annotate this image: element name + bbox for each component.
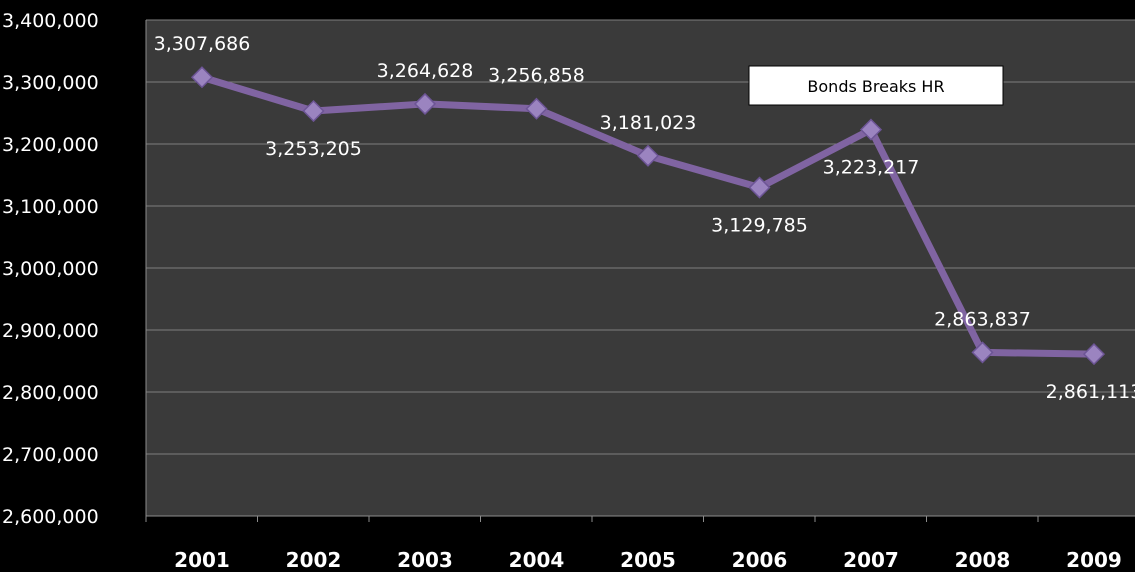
data-label: 3,181,023	[600, 112, 697, 134]
data-label: 3,256,858	[488, 65, 585, 87]
x-tick-label: 2008	[955, 548, 1011, 572]
data-label: 2,861,113	[1046, 381, 1135, 403]
x-tick-label: 2004	[509, 548, 565, 572]
data-point-marker	[302, 99, 325, 123]
data-point-marker	[413, 92, 437, 115]
y-tick-label: 2,900,000	[2, 320, 99, 342]
x-tick-label: 2001	[174, 548, 230, 572]
data-point-marker	[859, 118, 883, 141]
x-tick-label: 2002	[286, 548, 342, 572]
y-tick-label: 3,400,000	[2, 10, 99, 32]
data-label: 3,129,785	[711, 215, 808, 237]
y-tick-label: 2,700,000	[2, 444, 99, 466]
y-tick-label: 3,100,000	[2, 196, 99, 218]
data-label: 2,863,837	[934, 308, 1031, 330]
data-point-marker	[525, 97, 548, 120]
annotation-box	[748, 65, 1004, 106]
data-label: 3,253,205	[265, 138, 362, 160]
y-tick-label: 3,300,000	[2, 72, 99, 94]
data-label: 3,307,686	[154, 33, 251, 55]
y-tick-label: 3,200,000	[2, 134, 99, 156]
y-tick-label: 2,600,000	[2, 506, 99, 528]
x-tick-label: 2007	[843, 548, 899, 572]
x-tick-label: 2003	[397, 548, 453, 572]
data-point-marker	[971, 341, 994, 364]
x-tick-label: 2005	[620, 548, 676, 572]
data-point-marker	[748, 176, 771, 199]
annotation-text: Bonds Breaks HR	[807, 77, 944, 96]
y-tick-label: 2,800,000	[2, 382, 99, 404]
data-label: 3,264,628	[377, 60, 474, 82]
x-tick-label: 2009	[1066, 548, 1122, 572]
data-point-marker	[190, 66, 214, 89]
x-tick-label: 2006	[732, 548, 788, 572]
y-tick-label: 3,000,000	[2, 258, 99, 280]
data-label: 3,223,217	[823, 157, 920, 179]
data-point-marker	[636, 144, 660, 167]
data-point-marker	[1082, 343, 1106, 366]
